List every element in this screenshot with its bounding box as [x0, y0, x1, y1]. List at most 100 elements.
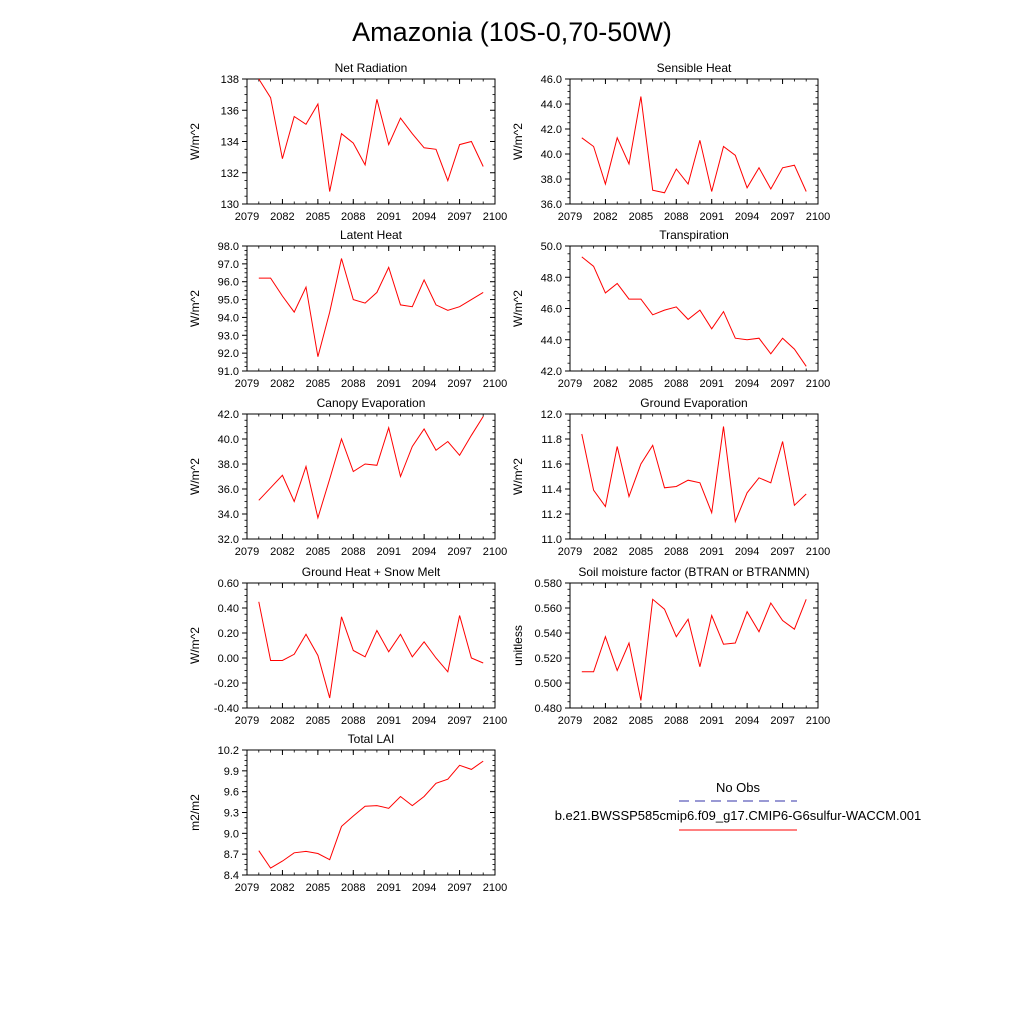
panel-latent-heat: Latent Heat W/m^2 2079 2082 2085 2088 2091 2094… [188, 228, 507, 390]
plot-frame [246, 749, 496, 876]
x-tick-label: 2097 [447, 715, 471, 727]
y-tick-label: 40.0 [541, 149, 562, 161]
panel-title: Soil moisture factor (BTRAN or BTRANMN) [578, 565, 809, 579]
x-tick-label: 2088 [341, 211, 365, 223]
y-tick-label: 11.0 [541, 534, 562, 546]
series-line [258, 760, 484, 869]
y-tick-label: 130 [221, 199, 239, 211]
x-tick-label: 2100 [483, 211, 507, 223]
x-tick-label: 2088 [341, 546, 365, 558]
legend-model-label: b.e21.BWSSP585cmip6.f09_g17.CMIP6-G6sulf… [555, 808, 922, 823]
y-axis-label: W/m^2 [188, 458, 202, 495]
x-tick-label: 2085 [306, 378, 330, 390]
figure-title: Amazonia (10S-0,70-50W) [352, 17, 672, 47]
y-tick-label: 95.0 [218, 295, 239, 307]
x-tick-label: 2091 [376, 378, 400, 390]
y-tick-label: 9.9 [224, 766, 239, 778]
x-tick-label: 2097 [447, 546, 471, 558]
y-tick-label: 0.00 [218, 653, 239, 665]
y-tick-label: 42.0 [541, 124, 562, 136]
x-tick-label: 2100 [806, 211, 830, 223]
panel-transpiration: Transpiration W/m^2 2079 2082 2085 2088 2091 20… [511, 228, 830, 390]
plot-frame [246, 245, 496, 372]
x-tick-label: 2085 [629, 715, 653, 727]
x-tick-label: 2082 [270, 882, 294, 894]
y-tick-label: 9.3 [224, 808, 239, 820]
x-tick-label: 2088 [664, 378, 688, 390]
x-tick-label: 2097 [447, 882, 471, 894]
x-tick-label: 2088 [341, 882, 365, 894]
y-tick-label: 36.0 [541, 199, 562, 211]
y-tick-label: 40.0 [218, 434, 239, 446]
x-tick-label: 2100 [483, 882, 507, 894]
y-tick-label: 0.480 [534, 703, 562, 715]
series-line [258, 416, 484, 520]
x-tick-label: 2085 [306, 546, 330, 558]
x-tick-label: 2082 [270, 211, 294, 223]
x-tick-label: 2079 [235, 378, 259, 390]
panel-title: Total LAI [348, 732, 395, 746]
x-tick-label: 2079 [558, 715, 582, 727]
x-tick-label: 2082 [593, 546, 617, 558]
y-axis-label: W/m^2 [511, 458, 525, 495]
x-tick-label: 2082 [593, 211, 617, 223]
y-tick-label: 36.0 [218, 484, 239, 496]
y-tick-label: 12.0 [541, 409, 562, 421]
x-tick-label: 2091 [376, 715, 400, 727]
y-axis-label: W/m^2 [188, 290, 202, 327]
panel-sensible-heat: Sensible Heat W/m^2 2079 2082 2085 2088 2091 20… [511, 61, 830, 223]
panel-title: Latent Heat [340, 228, 403, 242]
y-axis-label: W/m^2 [511, 290, 525, 327]
y-tick-label: 50.0 [541, 241, 562, 253]
panel-ground-evaporation: Ground Evaporation W/m^2 2079 2082 2085 2088 2… [511, 396, 830, 558]
x-tick-label: 2094 [735, 546, 759, 558]
y-tick-label: 11.6 [541, 459, 562, 471]
x-tick-label: 2088 [341, 378, 365, 390]
y-axis-label: W/m^2 [188, 627, 202, 664]
x-tick-label: 2100 [483, 546, 507, 558]
legend-obs-label: No Obs [716, 780, 761, 795]
x-tick-label: 2097 [770, 715, 794, 727]
panel-net-radiation: Net Radiation W/m^2 2079 2082 2085 2088 2091 20… [188, 61, 507, 223]
y-tick-label: 44.0 [541, 99, 562, 111]
panel-soil-moisture-factor-btran-or-btranmn: Soil moisture factor (BTRAN or BTRANMN) u… [511, 565, 830, 727]
panel-title: Transpiration [659, 228, 729, 242]
y-tick-label: 38.0 [218, 459, 239, 471]
y-tick-label: 32.0 [218, 534, 239, 546]
x-tick-label: 2079 [235, 211, 259, 223]
y-tick-label: 134 [221, 137, 239, 149]
plot-frame [246, 413, 496, 540]
y-tick-label: 0.20 [218, 628, 239, 640]
x-tick-label: 2100 [483, 715, 507, 727]
x-tick-label: 2082 [270, 715, 294, 727]
y-tick-label: 97.0 [218, 259, 239, 271]
x-tick-label: 2082 [270, 378, 294, 390]
x-tick-label: 2094 [735, 715, 759, 727]
x-tick-label: 2097 [770, 378, 794, 390]
y-tick-label: 0.40 [218, 603, 239, 615]
x-tick-label: 2085 [629, 378, 653, 390]
panel-grid: Net Radiation W/m^2 2079 2082 2085 2088 2091 20… [188, 61, 830, 894]
y-tick-label: 11.2 [541, 509, 562, 521]
x-tick-label: 2079 [558, 546, 582, 558]
y-tick-label: 94.0 [218, 312, 239, 324]
panel-title: Sensible Heat [657, 61, 732, 75]
x-tick-label: 2085 [306, 882, 330, 894]
y-tick-label: 91.0 [218, 366, 239, 378]
series-line [258, 601, 484, 699]
y-axis-label: unitless [511, 625, 525, 666]
series-line [581, 426, 807, 524]
x-tick-label: 2085 [629, 211, 653, 223]
y-tick-label: 34.0 [218, 509, 239, 521]
y-tick-label: 48.0 [541, 272, 562, 284]
plot-frame [569, 78, 819, 205]
legend: No Obs b.e21.BWSSP585cmip6.f09_g17.CMIP6… [555, 780, 922, 831]
plot-frame [569, 582, 819, 709]
x-tick-label: 2097 [770, 546, 794, 558]
x-tick-label: 2094 [412, 211, 436, 223]
panel-title: Canopy Evaporation [317, 396, 426, 410]
y-tick-label: 136 [221, 105, 239, 117]
x-tick-label: 2079 [558, 211, 582, 223]
x-tick-label: 2085 [629, 546, 653, 558]
